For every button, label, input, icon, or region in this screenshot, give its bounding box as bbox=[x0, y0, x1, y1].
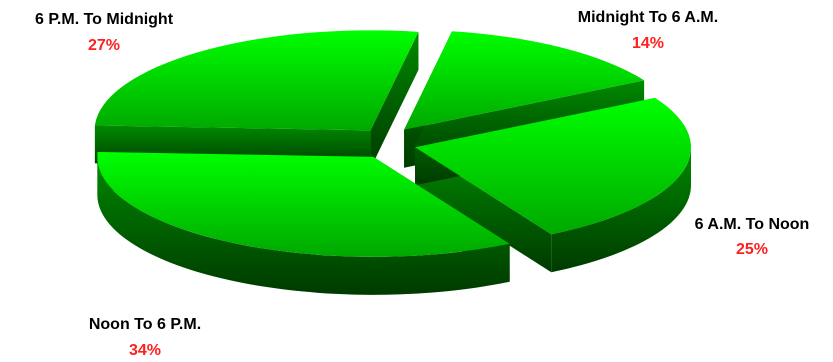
pie-slice-6am-to-noon bbox=[414, 97, 691, 273]
slice-label-6pm-to-midnight: 6 P.M. To Midnight bbox=[35, 11, 174, 28]
slice-value-midnight-to-6am: 14% bbox=[632, 35, 664, 52]
pie-slices bbox=[94, 30, 691, 295]
slice-side-6am-to-noon bbox=[551, 147, 691, 273]
pie-slice-noon-to-6pm bbox=[97, 151, 510, 295]
slice-cut-6pm-to-midnight-1 bbox=[370, 31, 419, 169]
slice-top-noon-to-6pm bbox=[97, 151, 510, 257]
slice-cut-6am-to-noon-1 bbox=[414, 147, 552, 273]
slice-top-6pm-to-midnight bbox=[94, 30, 419, 131]
slice-top-6am-to-noon bbox=[414, 97, 691, 235]
slice-value-6pm-to-midnight: 27% bbox=[88, 37, 120, 54]
slice-value-6am-to-noon: 25% bbox=[736, 241, 768, 258]
pie-slice-6pm-to-midnight bbox=[94, 30, 419, 169]
slice-side-noon-to-6pm bbox=[97, 156, 510, 295]
slice-top-midnight-to-6am bbox=[404, 31, 645, 130]
slice-label-noon-to-6pm: Noon To 6 P.M. bbox=[89, 316, 201, 333]
slice-label-midnight-to-6am: Midnight To 6 A.M. bbox=[578, 9, 718, 26]
slice-label-6am-to-noon: 6 A.M. To Noon bbox=[695, 216, 810, 233]
slice-value-noon-to-6pm: 34% bbox=[129, 342, 161, 359]
